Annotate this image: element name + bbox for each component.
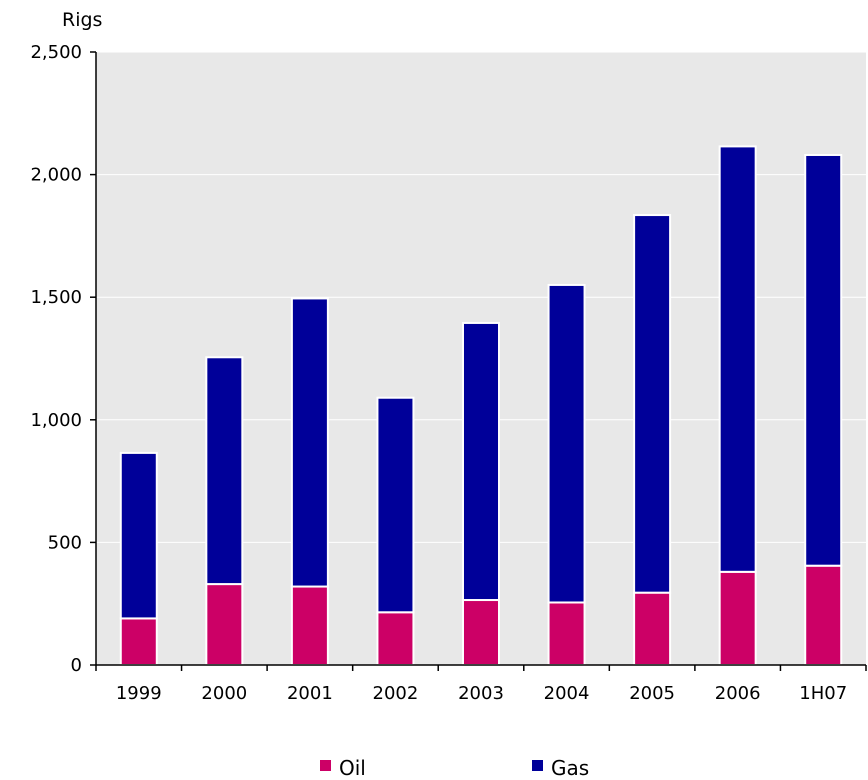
y-ticks: 0 500 1,000 1,500 2,000 2,500	[30, 42, 96, 676]
x-tick-label: 1999	[116, 683, 162, 704]
bar-gas-2003	[462, 321, 500, 602]
bar-gas-1h07	[804, 153, 843, 567]
bar-gas-2006	[718, 145, 757, 573]
bar-oil-1999	[119, 617, 158, 666]
bar-oil-2001	[290, 585, 329, 667]
bar-oil-2004	[547, 601, 586, 666]
x-ticks: 1999 2000 2001 2002 2003 2004 2005 2006 1H07	[95, 665, 867, 704]
y-tick-label: 1,000	[30, 410, 82, 431]
legend-swatch-gas	[532, 760, 543, 771]
bar-oil-1h07	[804, 564, 843, 666]
bar-gas-2004	[547, 283, 586, 604]
bar-oil-2003	[462, 599, 500, 666]
legend-swatch-oil	[320, 760, 331, 771]
x-tick-label: 2005	[629, 683, 675, 704]
y-tick-label: 1,500	[30, 287, 82, 308]
x-tick-label: 2003	[458, 683, 504, 704]
x-tick-label: 2004	[544, 683, 590, 704]
bar-oil-2005	[633, 591, 672, 667]
x-tick-label: 2001	[287, 683, 333, 704]
bar-gas-2005	[633, 214, 672, 594]
legend-label-oil: Oil	[339, 756, 366, 780]
bar-oil-2000	[205, 583, 244, 666]
y-tick-label: 500	[48, 532, 82, 553]
x-tick-label: 2006	[715, 683, 761, 704]
x-tick-label: 2000	[201, 683, 247, 704]
bar-gas-2000	[205, 356, 244, 586]
legend-label-gas: Gas	[551, 756, 589, 780]
y-tick-label: 2,500	[30, 42, 82, 63]
bar-gas-1999	[119, 451, 158, 620]
y-axis-title: Rigs	[62, 9, 102, 31]
y-tick-label: 0	[71, 655, 82, 676]
y-tick-label: 2,000	[30, 165, 82, 186]
bar-gas-2002	[376, 396, 415, 614]
bar-oil-2002	[376, 611, 415, 666]
legend: Oil Gas	[320, 756, 589, 780]
x-tick-label: 1H07	[799, 683, 847, 704]
x-tick-label: 2002	[373, 683, 419, 704]
bar-gas-2001	[290, 297, 329, 588]
bar-oil-2006	[718, 570, 757, 666]
bars	[119, 145, 843, 667]
